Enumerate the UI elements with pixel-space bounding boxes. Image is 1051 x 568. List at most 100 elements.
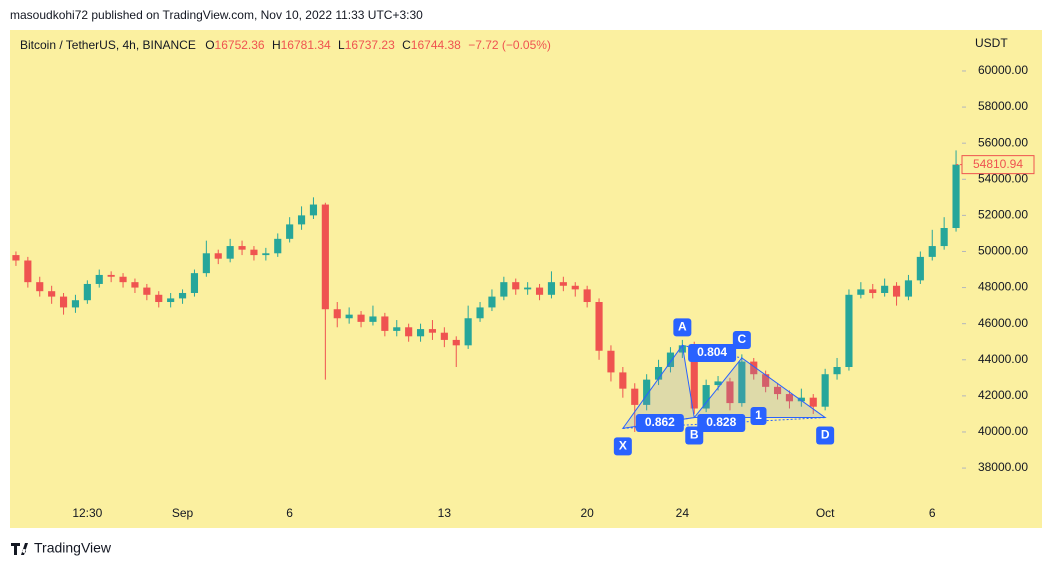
pattern-ratio: 0.804 — [697, 345, 727, 359]
candle-body — [845, 294, 853, 367]
candle-body — [524, 287, 532, 290]
candle-body — [393, 327, 401, 331]
candle-body — [464, 318, 472, 346]
candle-body — [440, 332, 448, 340]
x-tick-label: Oct — [816, 506, 835, 520]
candle-body — [881, 285, 889, 293]
candle-body — [797, 397, 805, 402]
candle-body — [666, 352, 675, 367]
candle-body — [714, 381, 722, 386]
candle-body — [595, 302, 603, 351]
symbol: Bitcoin / TetherUS, 4h, BINANCE — [20, 38, 196, 52]
candle-body — [631, 388, 639, 405]
pattern-point-label-box — [673, 318, 692, 337]
y-tick-label: 42000.00 — [978, 388, 1028, 402]
candle-body — [785, 394, 794, 402]
candle-body — [678, 345, 686, 353]
candle-body — [143, 287, 151, 295]
candle-body — [809, 397, 817, 407]
pattern-ratio: 0.862 — [645, 415, 675, 429]
candle-body — [607, 350, 615, 373]
candle-body — [904, 280, 913, 297]
x-tick-label: 6 — [286, 506, 293, 520]
candle-body — [428, 329, 437, 333]
candle-body — [238, 246, 246, 250]
pattern-ratio-box — [635, 414, 684, 432]
candle-body — [952, 164, 960, 229]
candle-body — [297, 215, 306, 225]
candle-body — [59, 296, 68, 308]
candle-body — [654, 366, 663, 380]
x-tick-label: 20 — [580, 506, 594, 520]
y-tick-label: 40000.00 — [978, 424, 1028, 438]
chart-pane — [10, 30, 1042, 528]
candle-body — [940, 228, 948, 247]
candle-body — [916, 256, 924, 281]
candle-body — [535, 287, 544, 295]
candle-body — [357, 314, 365, 322]
candle-body — [190, 273, 199, 293]
candle-body — [262, 253, 270, 256]
candle-body — [369, 316, 377, 322]
change: −7.72 (−0.05%) — [468, 38, 551, 52]
pattern-point-label: D — [821, 428, 830, 442]
y-tick-label: 52000.00 — [978, 208, 1028, 222]
candle-body — [833, 366, 841, 375]
candle-body — [167, 298, 175, 303]
candle-body — [928, 246, 936, 257]
last-price-box — [961, 155, 1035, 175]
candle-body — [583, 289, 591, 303]
pattern-ratio-box — [750, 407, 767, 425]
logo — [11, 543, 28, 555]
y-tick-label: 38000.00 — [978, 460, 1028, 474]
candle-body — [119, 276, 127, 283]
x-tick-label: 13 — [438, 506, 452, 520]
pattern-point-label: B — [690, 428, 699, 442]
candle-body — [36, 282, 44, 292]
x-tick-label: Sep — [172, 506, 194, 520]
x-tick-label: 24 — [676, 506, 690, 520]
last-price-label: 54810.94 — [973, 157, 1023, 171]
o-value: 16752.36 — [215, 38, 265, 52]
candle-body — [405, 327, 413, 337]
candle-body — [24, 260, 32, 283]
pattern-ratio-box — [697, 414, 746, 432]
y-tick-label: 60000.00 — [978, 63, 1028, 77]
candle-body — [202, 253, 210, 274]
candle-body — [309, 204, 318, 216]
candle-body — [48, 291, 56, 297]
candle-body — [488, 296, 496, 308]
candle-body — [512, 282, 520, 290]
candle-body — [71, 300, 80, 308]
c-value: 16744.38 — [411, 38, 461, 52]
candle-body — [892, 285, 901, 297]
l-label: L — [338, 38, 345, 52]
y-tick-label: 46000.00 — [978, 316, 1028, 330]
h-value: 16781.34 — [281, 38, 331, 52]
candle-body — [333, 309, 341, 319]
candle-body — [416, 329, 425, 337]
pattern-point-label: C — [738, 332, 747, 346]
candle-body — [452, 339, 460, 346]
pattern-point-label-box — [816, 426, 835, 445]
candle-body — [155, 294, 163, 303]
candle-body — [476, 307, 484, 319]
currency: USDT — [975, 36, 1008, 50]
legend: Bitcoin / TetherUS, 4h, BINANCE O16752.3… — [20, 38, 551, 52]
pattern-point-label-box — [732, 330, 751, 349]
candle-body — [226, 246, 234, 259]
candle-body — [750, 361, 758, 375]
candle-body — [381, 316, 389, 331]
candle-body — [738, 361, 746, 404]
candle-body — [178, 292, 187, 299]
candle-body — [869, 289, 877, 293]
candle-body — [95, 274, 103, 284]
brand: TradingView — [34, 540, 112, 556]
candle-body — [274, 238, 282, 254]
o-label: O — [205, 38, 214, 52]
candle-body — [107, 274, 115, 277]
candle-body — [821, 374, 829, 407]
pattern-ratio-box — [688, 344, 737, 362]
c-label: C — [402, 38, 411, 52]
l-value: 16737.23 — [345, 38, 395, 52]
